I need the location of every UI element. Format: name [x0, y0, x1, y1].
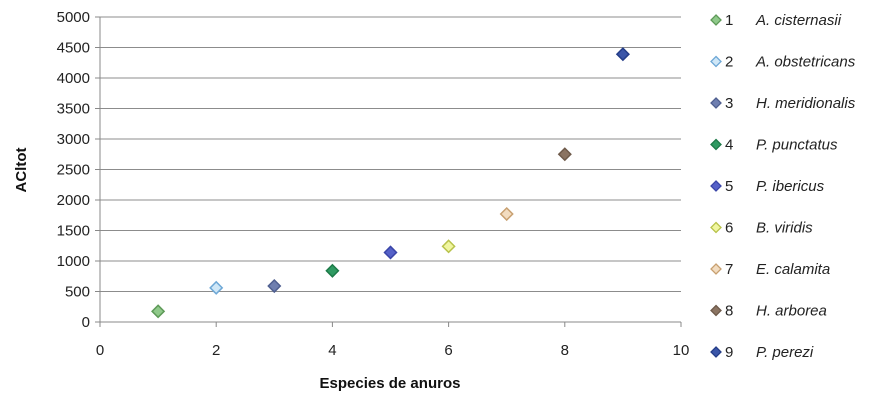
data-point-1	[151, 304, 166, 319]
legend-marker-icon	[710, 304, 722, 317]
y-tick-label: 5000	[57, 9, 90, 26]
legend-item: 8 H. arborea	[710, 303, 827, 320]
x-axis-title: Especies de anuros	[320, 375, 461, 392]
data-point-5	[383, 245, 398, 260]
data-point-2	[209, 280, 224, 295]
legend-item: 1 A. cisternasii	[710, 12, 842, 29]
data-point-4	[325, 263, 340, 278]
x-tick-label: 0	[96, 342, 104, 359]
legend-item: 2 A. obstetricans	[710, 54, 856, 71]
legend-marker-icon	[710, 138, 722, 151]
legend-number: 1	[725, 12, 733, 29]
gridlines	[100, 16, 681, 292]
x-tick-label: 10	[673, 342, 690, 359]
y-tick-label: 4500	[57, 40, 90, 57]
legend-marker-icon	[710, 14, 722, 26]
legend-label: H. arborea	[756, 303, 827, 320]
legend-number: 8	[725, 303, 733, 320]
legend-marker-icon	[710, 221, 722, 234]
legend-number: 4	[725, 137, 733, 154]
x-tick-label: 2	[212, 342, 220, 359]
y-axis-title: ACltot	[13, 148, 30, 193]
legend-label: P. ibericus	[756, 178, 825, 195]
legend-item: 4 P. punctatus	[710, 137, 838, 154]
legend-item: 9 P. perezi	[710, 344, 814, 361]
legend-label: H. meridionalis	[756, 95, 856, 112]
legend-label: P. perezi	[756, 344, 814, 361]
x-tick-label: 8	[561, 342, 569, 359]
legend-label: A. cisternasii	[755, 12, 842, 29]
legend-marker-icon	[710, 55, 722, 68]
y-tick-label: 4000	[57, 70, 90, 87]
legend-marker-icon	[710, 97, 722, 109]
legend-item: 3 H. meridionalis	[710, 95, 856, 112]
legend-number: 5	[725, 178, 733, 195]
legend-item: 5 P. ibericus	[710, 178, 825, 195]
legend-label: A. obstetricans	[755, 54, 856, 71]
legend-number: 9	[725, 344, 733, 361]
legend: 1 A. cisternasii 2 A. obstetricans 3 H. merid…	[710, 12, 856, 361]
data-points	[151, 47, 630, 319]
x-tick-labels: 0 2 4 6 8 10	[96, 322, 690, 359]
y-tick-label: 0	[82, 314, 90, 331]
legend-marker-icon	[710, 180, 722, 192]
data-point-7	[499, 206, 514, 222]
y-tick-label: 3000	[57, 131, 90, 148]
y-tick-label: 500	[65, 284, 90, 301]
legend-number: 7	[725, 261, 733, 278]
y-tick-label: 1000	[57, 253, 90, 270]
data-point-6	[441, 239, 456, 254]
legend-item: 7 E. calamita	[710, 261, 830, 278]
data-point-3	[267, 278, 282, 294]
y-tick-labels: 0 500 1000 1500 2000 2500 3000 3500 4000 4500 5000	[57, 9, 100, 331]
y-tick-label: 2000	[57, 192, 90, 209]
legend-number: 2	[725, 54, 733, 71]
legend-label: E. calamita	[756, 261, 830, 278]
legend-number: 6	[725, 220, 733, 237]
legend-marker-icon	[710, 263, 722, 275]
y-tick-label: 2500	[57, 162, 90, 179]
data-point-8	[557, 147, 572, 162]
data-point-9	[615, 47, 630, 62]
legend-label: P. punctatus	[756, 137, 838, 154]
legend-number: 3	[725, 95, 733, 112]
legend-marker-icon	[710, 346, 722, 358]
legend-item: 6 B. viridis	[710, 220, 813, 237]
y-tick-label: 1500	[57, 223, 90, 240]
x-tick-label: 4	[328, 342, 336, 359]
legend-label: B. viridis	[756, 220, 813, 237]
x-tick-label: 6	[444, 342, 452, 359]
y-tick-label: 3500	[57, 101, 90, 118]
